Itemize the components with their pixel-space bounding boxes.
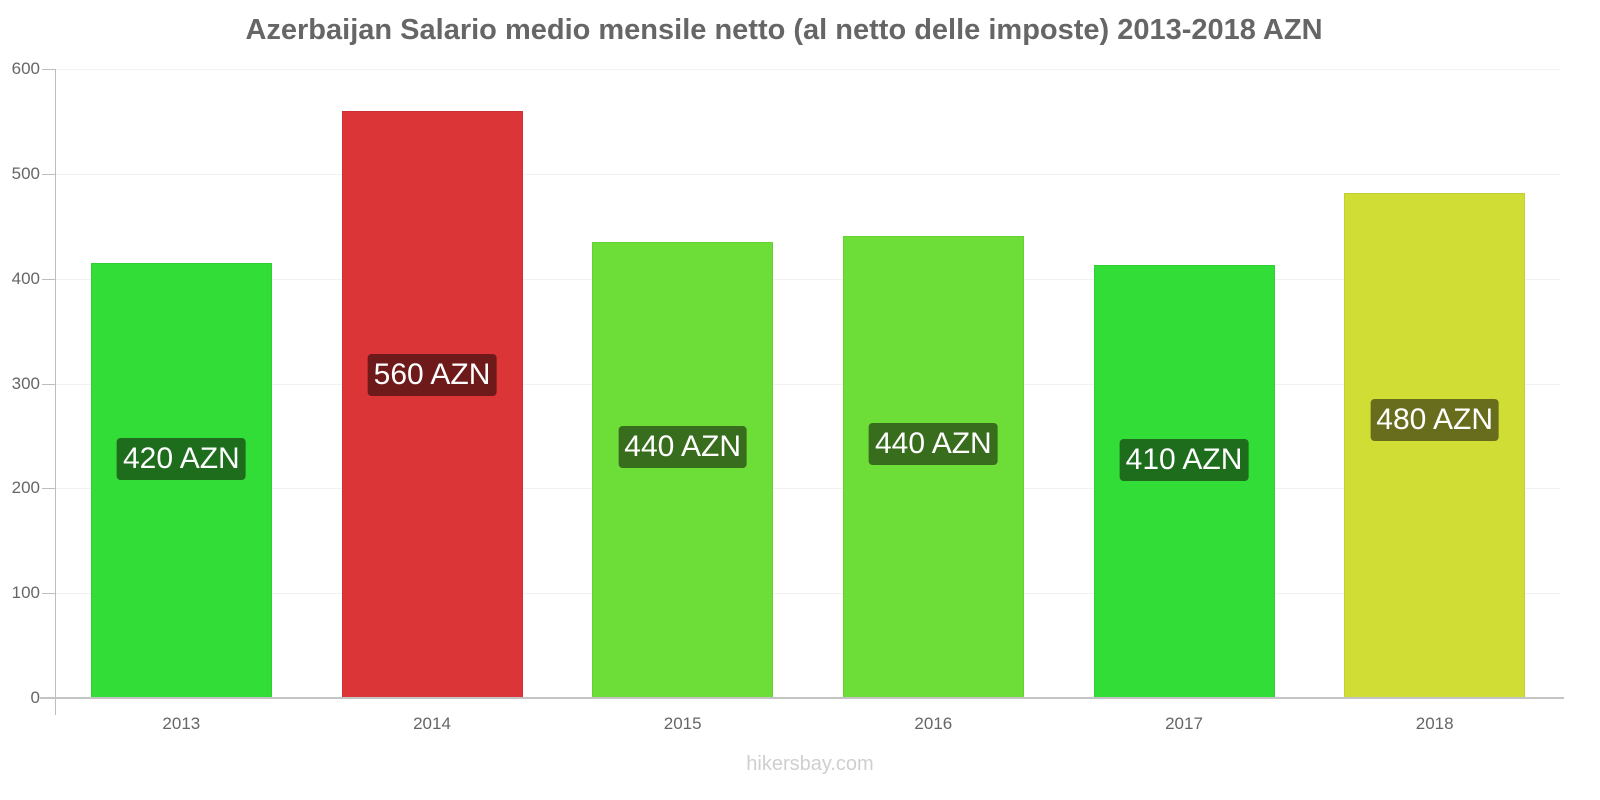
gridline — [56, 278, 1560, 280]
data-label: 480 AZN — [1370, 399, 1500, 442]
data-label: 440 AZN — [868, 422, 998, 465]
y-tick-mark — [42, 173, 55, 175]
x-tick-label: 2016 — [914, 714, 953, 733]
x-tick-label: 2013 — [162, 714, 201, 733]
y-tick-mark — [42, 278, 55, 280]
x-tick-label: 2014 — [413, 714, 451, 733]
data-label: 440 AZN — [618, 426, 748, 469]
gridline — [56, 173, 1560, 175]
y-tick-label: 100 — [11, 583, 40, 603]
x-axis-line — [40, 697, 1564, 699]
y-tick-mark — [42, 383, 55, 385]
y-tick-label: 300 — [11, 373, 40, 393]
y-tick-label: 0 — [30, 688, 40, 707]
y-tick-mark — [42, 593, 55, 595]
gridline — [56, 69, 1560, 70]
data-label: 410 AZN — [1119, 438, 1249, 481]
bar-2013[interactable] — [90, 262, 272, 698]
y-axis-line — [55, 69, 56, 715]
bar-2014[interactable] — [341, 110, 523, 698]
x-tick-label: 2015 — [663, 714, 702, 733]
gridline — [56, 488, 1560, 490]
y-tick-label: 600 — [11, 59, 40, 78]
gridline — [56, 383, 1560, 385]
data-label: 420 AZN — [116, 437, 246, 480]
chart-title: Azerbaijan Salario medio mensile netto (… — [245, 14, 1323, 46]
bar-2017[interactable] — [1093, 265, 1275, 698]
bar-2016[interactable] — [842, 235, 1024, 698]
bar-2018[interactable] — [1344, 192, 1526, 698]
y-tick-label: 500 — [11, 163, 40, 183]
data-label: 560 AZN — [367, 354, 497, 397]
x-tick-label: 2018 — [1415, 714, 1454, 733]
x-tick-label: 2017 — [1165, 714, 1203, 733]
watermark: hikersbay.com — [746, 753, 874, 775]
bar-2015[interactable] — [592, 241, 774, 698]
y-tick-label: 400 — [11, 268, 40, 288]
y-tick-label: 200 — [11, 478, 40, 498]
gridline — [56, 593, 1560, 595]
y-tick-mark — [42, 69, 55, 70]
y-tick-mark — [42, 488, 55, 490]
